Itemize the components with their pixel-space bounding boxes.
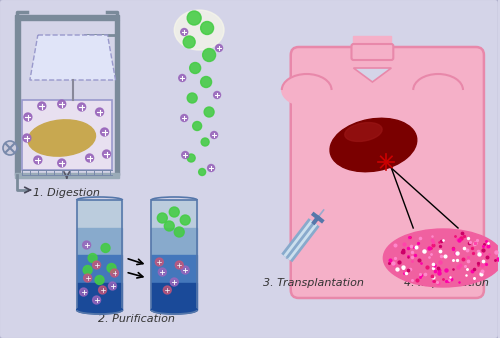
Ellipse shape bbox=[170, 278, 178, 286]
Ellipse shape bbox=[180, 28, 188, 35]
Ellipse shape bbox=[174, 227, 184, 237]
Ellipse shape bbox=[108, 282, 116, 290]
Bar bbox=[152, 283, 197, 310]
Ellipse shape bbox=[58, 100, 66, 108]
Bar bbox=[152, 200, 197, 227]
Ellipse shape bbox=[83, 266, 92, 274]
Bar bbox=[76, 200, 122, 310]
Ellipse shape bbox=[101, 243, 110, 252]
Ellipse shape bbox=[58, 159, 66, 167]
Ellipse shape bbox=[152, 306, 197, 314]
Ellipse shape bbox=[82, 241, 90, 249]
Ellipse shape bbox=[34, 156, 42, 164]
Ellipse shape bbox=[164, 286, 172, 294]
Ellipse shape bbox=[187, 11, 201, 25]
Ellipse shape bbox=[88, 254, 97, 263]
Ellipse shape bbox=[178, 74, 186, 81]
Ellipse shape bbox=[100, 128, 108, 136]
Ellipse shape bbox=[330, 118, 417, 172]
Ellipse shape bbox=[170, 207, 179, 217]
Text: 3. Transplantation: 3. Transplantation bbox=[263, 278, 364, 288]
Ellipse shape bbox=[80, 288, 88, 296]
Ellipse shape bbox=[24, 113, 32, 121]
Ellipse shape bbox=[190, 63, 200, 73]
Ellipse shape bbox=[180, 115, 188, 121]
Ellipse shape bbox=[76, 306, 122, 314]
Ellipse shape bbox=[107, 264, 116, 272]
Ellipse shape bbox=[181, 266, 189, 274]
Bar bbox=[76, 255, 122, 283]
Ellipse shape bbox=[28, 120, 96, 156]
FancyBboxPatch shape bbox=[352, 44, 394, 60]
Ellipse shape bbox=[86, 154, 94, 162]
Text: 2. Purification: 2. Purification bbox=[98, 314, 175, 324]
Bar bbox=[354, 36, 392, 58]
Ellipse shape bbox=[164, 221, 174, 231]
Bar bbox=[15, 15, 120, 20]
Ellipse shape bbox=[344, 123, 382, 142]
Polygon shape bbox=[354, 68, 392, 82]
Ellipse shape bbox=[214, 92, 220, 98]
Ellipse shape bbox=[38, 102, 46, 110]
Ellipse shape bbox=[110, 269, 118, 277]
Ellipse shape bbox=[187, 93, 197, 103]
Bar bbox=[152, 200, 197, 310]
Ellipse shape bbox=[182, 151, 188, 159]
Ellipse shape bbox=[204, 107, 214, 117]
Ellipse shape bbox=[92, 296, 100, 304]
Bar bbox=[76, 200, 122, 227]
Ellipse shape bbox=[174, 10, 224, 50]
Ellipse shape bbox=[78, 103, 86, 111]
Ellipse shape bbox=[198, 169, 205, 175]
Ellipse shape bbox=[23, 134, 31, 142]
Bar bbox=[76, 227, 122, 255]
Bar bbox=[76, 283, 122, 310]
Ellipse shape bbox=[202, 48, 215, 62]
Bar bbox=[22, 100, 112, 170]
Text: 4. Implantation: 4. Implantation bbox=[404, 278, 488, 288]
Ellipse shape bbox=[282, 74, 332, 106]
Bar bbox=[152, 255, 197, 283]
FancyBboxPatch shape bbox=[291, 47, 484, 298]
Ellipse shape bbox=[201, 138, 209, 146]
Ellipse shape bbox=[180, 215, 190, 225]
Ellipse shape bbox=[96, 108, 104, 116]
Ellipse shape bbox=[200, 76, 211, 88]
Bar bbox=[114, 20, 119, 175]
Ellipse shape bbox=[95, 275, 104, 285]
Ellipse shape bbox=[158, 268, 166, 276]
Ellipse shape bbox=[102, 150, 110, 158]
Ellipse shape bbox=[92, 261, 100, 269]
Bar bbox=[15, 173, 120, 178]
Ellipse shape bbox=[156, 258, 164, 266]
Text: 1. Digestion: 1. Digestion bbox=[34, 188, 100, 198]
Ellipse shape bbox=[187, 154, 195, 162]
Ellipse shape bbox=[208, 165, 214, 171]
Bar bbox=[15, 20, 20, 175]
Ellipse shape bbox=[98, 286, 106, 294]
Ellipse shape bbox=[3, 141, 17, 155]
Ellipse shape bbox=[158, 213, 168, 223]
Ellipse shape bbox=[210, 131, 218, 139]
Ellipse shape bbox=[175, 261, 183, 269]
Bar bbox=[152, 227, 197, 255]
Ellipse shape bbox=[84, 274, 92, 282]
Ellipse shape bbox=[216, 45, 222, 51]
Polygon shape bbox=[30, 35, 116, 80]
Ellipse shape bbox=[183, 36, 195, 48]
Ellipse shape bbox=[413, 74, 463, 106]
Ellipse shape bbox=[384, 229, 500, 287]
Ellipse shape bbox=[200, 22, 213, 34]
Ellipse shape bbox=[192, 121, 202, 130]
